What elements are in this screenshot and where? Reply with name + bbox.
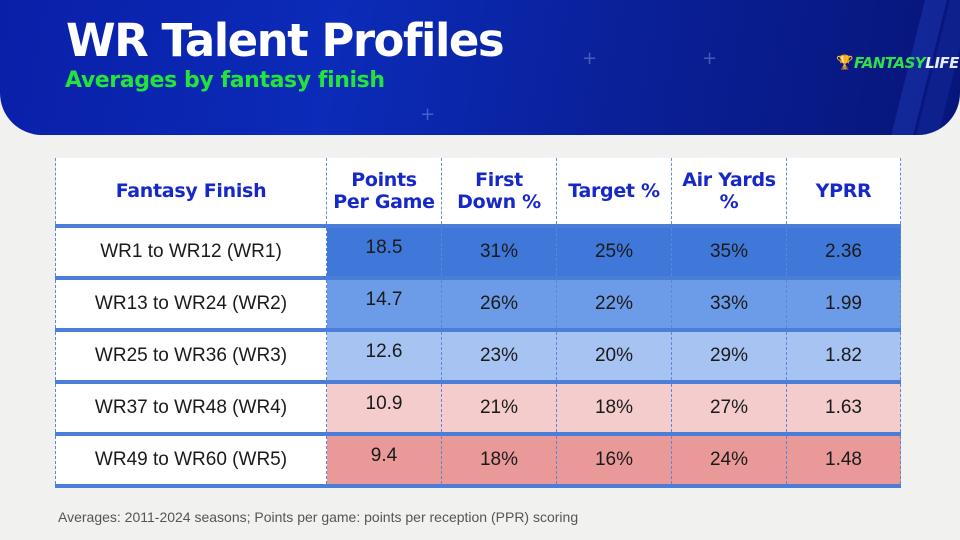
- logo-text-fantasy: FANTASY: [853, 54, 926, 72]
- cell-target-pct: 16%: [556, 434, 672, 488]
- row-label: WR37 to WR48 (WR4): [55, 382, 327, 436]
- column-header-target-pct: Target %: [556, 158, 672, 228]
- cell-air-yards-pct: 35%: [671, 226, 787, 280]
- column-header-air-yards-pct: Air Yards%: [671, 158, 787, 228]
- row-label: WR25 to WR36 (WR3): [55, 330, 327, 384]
- page-title: WR Talent Profiles: [66, 14, 505, 67]
- cell-points-per-game: 10.9: [326, 382, 442, 436]
- cell-air-yards-pct: 33%: [671, 278, 787, 332]
- page-subtitle: Averages by fantasy finish: [65, 68, 385, 93]
- cell-first-down-pct: 18%: [441, 434, 557, 488]
- row-label: WR13 to WR24 (WR2): [55, 278, 327, 332]
- row-label: WR1 to WR12 (WR1): [55, 226, 327, 280]
- row-label: WR49 to WR60 (WR5): [55, 434, 327, 488]
- cell-yprr: 1.48: [786, 434, 901, 488]
- cell-first-down-pct: 23%: [441, 330, 557, 384]
- table-row: WR25 to WR36 (WR3) 12.6 23% 20% 29% 1.82: [55, 330, 901, 384]
- table-row: WR13 to WR24 (WR2) 14.7 26% 22% 33% 1.99: [55, 278, 901, 332]
- cell-points-per-game: 18.5: [326, 226, 442, 280]
- plus-decoration-icon: +: [420, 104, 436, 125]
- cell-yprr: 1.99: [786, 278, 901, 332]
- logo-text-life: LIFE: [925, 54, 959, 72]
- cell-target-pct: 22%: [556, 278, 672, 332]
- cell-first-down-pct: 26%: [441, 278, 557, 332]
- fantasylife-logo: 🏆 FANTASY LIFE: [836, 54, 959, 72]
- column-header-fantasy-finish: Fantasy Finish: [55, 158, 327, 228]
- trophy-icon: 🏆: [836, 55, 853, 71]
- cell-target-pct: 25%: [556, 226, 672, 280]
- column-header-yprr: YPRR: [786, 158, 901, 228]
- cell-air-yards-pct: 27%: [671, 382, 787, 436]
- column-header-first-down-pct: First Down %: [441, 158, 557, 228]
- wr-profiles-table: Fantasy Finish Points Per Game First Down …: [55, 158, 901, 488]
- cell-air-yards-pct: 29%: [671, 330, 787, 384]
- plus-decoration-icon: +: [702, 48, 718, 69]
- cell-first-down-pct: 21%: [441, 382, 557, 436]
- cell-air-yards-pct: 24%: [671, 434, 787, 488]
- table-row: WR1 to WR12 (WR1) 18.5 31% 25% 35% 2.36: [55, 226, 901, 280]
- cell-yprr: 1.82: [786, 330, 901, 384]
- cell-target-pct: 18%: [556, 382, 672, 436]
- column-header-points-per-game: Points Per Game: [326, 158, 442, 228]
- cell-yprr: 2.36: [786, 226, 901, 280]
- cell-target-pct: 20%: [556, 330, 672, 384]
- plus-decoration-icon: +: [582, 48, 598, 69]
- header-banner: + + + WR Talent Profiles Averages by fan…: [0, 0, 960, 135]
- cell-first-down-pct: 31%: [441, 226, 557, 280]
- cell-points-per-game: 14.7: [326, 278, 442, 332]
- table-row: WR49 to WR60 (WR5) 9.4 18% 16% 24% 1.48: [55, 434, 901, 488]
- table-header-row: Fantasy Finish Points Per Game First Down …: [55, 158, 901, 228]
- footnote: Averages: 2011-2024 seasons; Points per …: [58, 509, 579, 525]
- cell-points-per-game: 12.6: [326, 330, 442, 384]
- table-row: WR37 to WR48 (WR4) 10.9 21% 18% 27% 1.63: [55, 382, 901, 436]
- cell-points-per-game: 9.4: [326, 434, 442, 488]
- cell-yprr: 1.63: [786, 382, 901, 436]
